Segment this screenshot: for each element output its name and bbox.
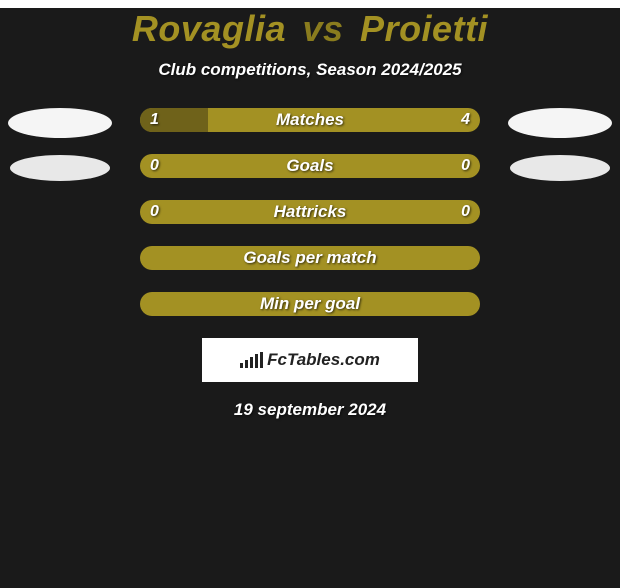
stat-label: Min per goal [140, 292, 480, 316]
stat-label: Hattricks [140, 200, 480, 224]
comparison-widget: Rovaglia vs Proietti Club competitions, … [0, 8, 620, 588]
brand-box[interactable]: FcTables.com [202, 338, 418, 382]
player2-avatar [508, 108, 612, 138]
stat-value-left: 1 [150, 108, 159, 132]
page-title: Rovaglia vs Proietti [0, 8, 620, 50]
player1-avatar-column [8, 108, 112, 198]
stat-bar: Min per goal [140, 292, 480, 316]
title-player1: Rovaglia [132, 8, 286, 49]
stat-bar: 0 0Goals [140, 154, 480, 178]
brand-text: FcTables.com [267, 350, 380, 370]
stat-value-right: 0 [461, 200, 470, 224]
stat-label: Goals per match [140, 246, 480, 270]
stat-bar: 14Matches [140, 108, 480, 132]
player1-avatar [8, 108, 112, 138]
title-player2: Proietti [360, 8, 488, 49]
subtitle: Club competitions, Season 2024/2025 [0, 60, 620, 80]
stat-value-left: 0 [150, 154, 159, 178]
player1-club-badge [10, 155, 110, 181]
stat-value-left: 0 [150, 200, 159, 224]
stat-value-right: 4 [461, 108, 470, 132]
stat-label: Goals [140, 154, 480, 178]
player2-avatar-column [508, 108, 612, 198]
stat-bar: Goals per match [140, 246, 480, 270]
stat-value-right: 0 [461, 154, 470, 178]
date-text: 19 september 2024 [0, 400, 620, 420]
player2-club-badge [510, 155, 610, 181]
content-area: 14Matches00Goals00HattricksGoals per mat… [0, 108, 620, 316]
stat-bar: 0 0Hattricks [140, 200, 480, 224]
stat-bars: 14Matches00Goals00HattricksGoals per mat… [140, 108, 480, 316]
brand-chart-icon [240, 352, 263, 368]
title-vs: vs [302, 8, 343, 49]
